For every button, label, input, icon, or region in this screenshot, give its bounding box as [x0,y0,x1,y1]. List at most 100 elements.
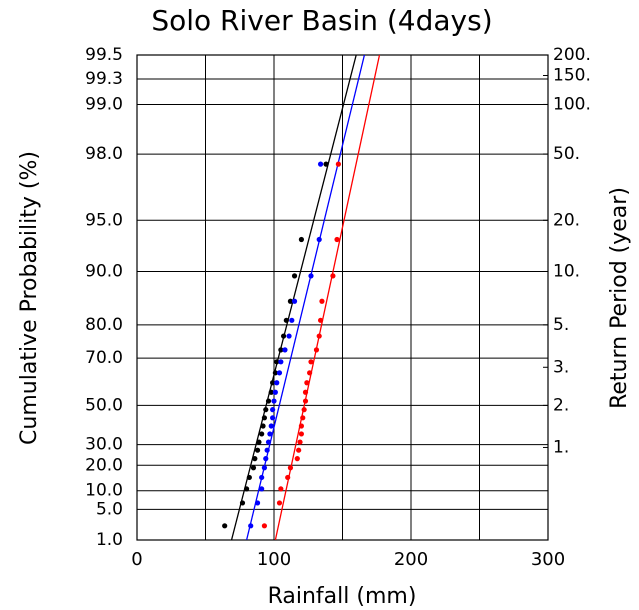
data-point [301,407,307,413]
data-point [285,474,291,481]
data-point [298,423,304,429]
data-point [265,439,272,445]
data-point [274,380,280,386]
y-axis-label: Cumulative Probability (%) [17,151,42,445]
data-point [335,161,341,167]
data-point [270,407,276,413]
y-tick-label: 30.0 [85,435,123,455]
x-tick-label: 100 [257,549,291,570]
data-point [265,398,272,404]
data-point [254,447,261,453]
data-point [286,333,292,339]
fit-line [274,55,381,540]
data-point [282,347,288,353]
y-tick-label: 20.0 [85,455,123,475]
y-tick-label: 10.0 [85,481,123,501]
data-point [259,486,265,492]
data-point [330,273,336,279]
data-point [270,380,276,386]
x-axis-label: Rainfall (mm) [268,584,417,609]
data-point [278,486,284,492]
data-point [261,465,268,471]
y-tick-label: 99.5 [85,45,123,65]
data-point [267,431,273,437]
y-tick-label: 90.0 [85,261,123,281]
y-tick-label: 98.0 [85,144,123,164]
data-point [272,389,278,395]
data-point [307,370,313,376]
y2-tick-label: 10. [553,261,580,281]
data-point [296,447,302,453]
data-point [246,474,252,481]
data-point [294,456,300,462]
x-tick-label: 200 [394,549,428,570]
data-point [276,500,283,506]
data-point [287,298,294,304]
y2-tick-label: 3. [553,357,569,377]
data-point [319,298,325,304]
data-point [260,423,266,429]
data-point [250,465,257,471]
data-point [271,398,277,404]
data-point [302,398,309,404]
data-point [274,359,280,365]
data-point [289,317,295,323]
y-tick-label: 99.0 [85,94,123,114]
plot-frame [136,54,549,541]
data-point [308,273,314,279]
y2-axis-label: Return Period (year) [607,187,632,409]
data-point [278,359,284,365]
data-point [334,236,340,243]
data-point [300,415,306,421]
data-point [261,415,268,421]
data-point [254,500,261,506]
data-point [259,431,265,437]
data-point [304,380,310,386]
x-tick-label: 0 [131,549,142,570]
y2-tick-label: 20. [553,210,580,230]
data-point [291,273,298,279]
data-point [252,456,258,462]
y2-tick-label: 2. [553,395,569,415]
data-point [248,523,254,529]
data-point [280,333,287,339]
data-point [316,333,322,339]
y2-tick-label: 1. [553,437,569,457]
fit-line [230,55,357,540]
data-point [302,389,309,395]
y-tick-label: 95.0 [85,210,123,230]
data-point [298,431,304,437]
data-point [317,317,324,323]
data-point [287,465,294,471]
data-point [268,423,274,429]
y-tick-label: 50.0 [85,395,123,415]
data-point [276,370,283,376]
data-point [316,236,322,243]
data-point [261,523,268,529]
y-tick-label: 1.0 [96,530,123,550]
data-point [268,389,274,395]
x-tick-label: 300 [531,549,565,570]
y-tick-label: 5.0 [96,499,123,519]
data-point [297,439,303,445]
data-point [263,456,269,462]
data-point [317,161,324,167]
data-point [278,347,284,353]
y2-tick-label: 5. [553,315,569,335]
data-point [308,359,314,365]
y-tick-label: 99.3 [85,69,123,89]
data-point [259,474,265,481]
data-point [244,486,250,492]
data-point [291,298,298,304]
data-point [272,370,278,376]
y-tick-label: 70.0 [85,348,123,368]
y2-tick-label: 150. [553,66,591,86]
y-tick-label: 80.0 [85,315,123,335]
chart-title: Solo River Basin (4days) [151,4,492,37]
data-point [270,415,276,421]
data-point [256,439,262,445]
y2-tick-label: 200. [553,45,591,65]
data-point [283,317,289,323]
y2-tick-label: 50. [553,144,580,164]
